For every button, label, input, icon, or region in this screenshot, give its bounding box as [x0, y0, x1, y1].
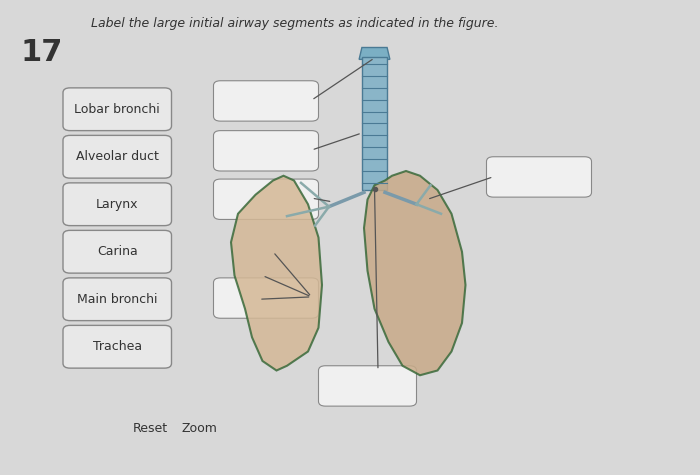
Text: Lobar bronchi: Lobar bronchi — [74, 103, 160, 116]
FancyBboxPatch shape — [214, 278, 318, 318]
Text: Main bronchi: Main bronchi — [77, 293, 158, 306]
Text: Zoom: Zoom — [182, 422, 218, 435]
Text: Carina: Carina — [97, 245, 138, 258]
Text: Larynx: Larynx — [96, 198, 139, 211]
Text: Label the large initial airway segments as indicated in the figure.: Label the large initial airway segments … — [91, 17, 498, 29]
FancyBboxPatch shape — [63, 325, 172, 368]
FancyBboxPatch shape — [486, 157, 592, 197]
Text: Reset: Reset — [133, 422, 168, 435]
FancyBboxPatch shape — [214, 179, 318, 219]
Bar — [362, 57, 387, 190]
FancyBboxPatch shape — [214, 81, 318, 121]
Text: Alveolar duct: Alveolar duct — [76, 150, 159, 163]
FancyBboxPatch shape — [63, 278, 172, 321]
FancyBboxPatch shape — [318, 366, 416, 406]
Polygon shape — [231, 176, 322, 370]
FancyBboxPatch shape — [63, 88, 172, 131]
FancyBboxPatch shape — [63, 183, 172, 226]
Polygon shape — [359, 48, 390, 59]
Polygon shape — [364, 171, 466, 375]
FancyBboxPatch shape — [63, 135, 172, 178]
FancyBboxPatch shape — [63, 230, 172, 273]
Text: 17: 17 — [21, 38, 64, 67]
Text: Trachea: Trachea — [92, 340, 142, 353]
FancyBboxPatch shape — [214, 131, 318, 171]
